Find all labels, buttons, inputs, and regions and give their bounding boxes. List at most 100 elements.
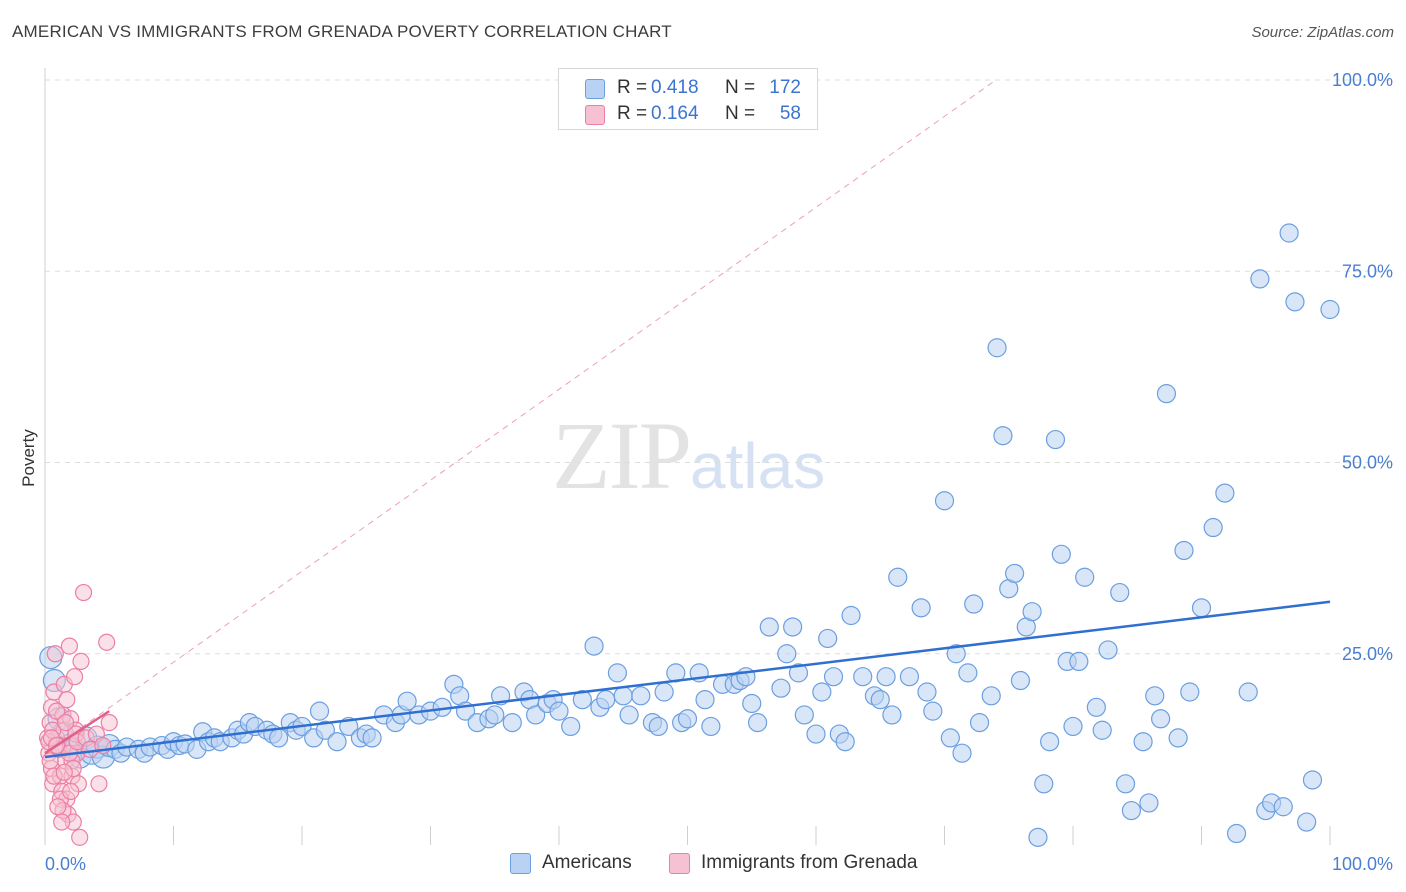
grenada-point <box>60 637 79 655</box>
legend-r-label: R = <box>617 103 648 124</box>
americans-point <box>607 663 628 683</box>
americans-point <box>1028 827 1048 847</box>
americans-point <box>876 667 896 687</box>
americans-point <box>1297 812 1317 832</box>
legend-swatch-americans <box>585 79 605 99</box>
americans-point <box>1302 770 1323 790</box>
legend-r-label: R = <box>617 77 648 98</box>
legend-r-value: 0.418 <box>651 77 699 98</box>
americans-point <box>1203 517 1223 538</box>
americans-point <box>269 728 289 748</box>
grenada-point <box>62 782 80 801</box>
americans-point <box>1156 384 1177 404</box>
americans-point <box>981 686 1001 706</box>
americans-point <box>1320 299 1340 320</box>
americans-point <box>309 701 330 721</box>
americans-point <box>584 636 604 656</box>
y-tick-label: 100.0% <box>1332 70 1393 90</box>
americans-point <box>835 732 855 752</box>
grenada-swatch <box>669 853 690 874</box>
americans-point <box>923 701 943 721</box>
americans-point <box>1180 682 1200 702</box>
americans-point <box>648 716 668 737</box>
americans-point <box>1121 800 1142 821</box>
americans-point <box>870 690 890 710</box>
americans-point <box>526 705 546 725</box>
grenada-point <box>65 668 84 686</box>
americans-point <box>1075 567 1095 587</box>
grid-lines <box>45 79 1395 655</box>
x-tick-label: 0.0% <box>45 854 86 874</box>
legend-n-label: N = <box>725 103 756 124</box>
americans-point <box>853 667 873 687</box>
legend-row-grenada: R = 0.164 N = 58 <box>559 101 817 127</box>
americans-point <box>917 682 937 702</box>
americans-point <box>631 686 651 706</box>
americans-point <box>1279 223 1299 243</box>
grenada-point <box>72 652 90 671</box>
legend-n-value: 58 <box>779 103 801 124</box>
americans-points <box>39 223 1340 847</box>
americans-trend-line <box>44 600 1331 759</box>
americans-point <box>485 705 505 725</box>
americans-point <box>327 732 347 752</box>
legend-n-value: 172 <box>769 77 801 98</box>
americans-point <box>397 691 417 711</box>
americans-point <box>1250 269 1270 289</box>
americans-point <box>1191 598 1212 618</box>
americans-point <box>1168 728 1188 748</box>
americans-point <box>362 728 382 748</box>
americans-point <box>771 678 791 698</box>
americans-trend <box>44 600 1331 759</box>
americans-point <box>1010 670 1031 691</box>
americans-point <box>701 716 721 737</box>
americans-point <box>1238 682 1258 702</box>
x-tick-label: 100.0% <box>1332 854 1393 874</box>
americans-point <box>1086 697 1106 717</box>
americans-point <box>812 682 832 702</box>
americans-point <box>1285 292 1305 312</box>
americans-point <box>1133 732 1153 752</box>
americans-point <box>958 663 978 683</box>
americans-point <box>794 705 814 725</box>
grenada-trend-extended <box>44 79 997 754</box>
grenada-points <box>38 583 118 846</box>
americans-point <box>1115 774 1136 794</box>
legend-row-americans: R = 0.418 N = 172 <box>559 75 817 101</box>
watermark: ZIPatlas <box>552 400 825 511</box>
legend-r-value: 0.164 <box>651 103 699 124</box>
americans-point <box>806 724 826 744</box>
americans-point <box>1110 582 1130 603</box>
axes <box>44 68 1331 845</box>
americans-label: Americans <box>542 852 632 873</box>
watermark-zip: ZIP <box>552 402 692 509</box>
americans-point <box>1174 540 1194 561</box>
americans-point <box>783 617 803 637</box>
grenada-trend-line <box>44 710 110 755</box>
chart-title: AMERICAN VS IMMIGRANTS FROM GRENADA POVE… <box>12 22 672 41</box>
source-label: Source: ZipAtlas.com <box>1251 24 1394 41</box>
americans-point <box>1022 602 1042 622</box>
grenada-point <box>53 813 71 831</box>
americans-point <box>1098 640 1118 660</box>
americans-point <box>502 712 522 733</box>
americans-point <box>1034 774 1054 794</box>
americans-point <box>1040 732 1060 752</box>
grenada-point <box>58 691 76 709</box>
y-tick-label: 25.0% <box>1342 644 1393 664</box>
americans-point <box>695 690 715 710</box>
americans-point <box>1273 797 1293 817</box>
americans-point <box>742 693 762 714</box>
grenada-point <box>98 633 116 651</box>
watermark-atlas: atlas <box>690 430 826 502</box>
americans-point <box>1051 544 1071 564</box>
americans-point <box>841 605 861 626</box>
americans-point <box>888 567 908 587</box>
americans-point <box>911 598 931 618</box>
americans-point <box>1004 563 1025 584</box>
americans-point <box>561 716 581 737</box>
americans-point <box>1045 429 1066 450</box>
americans-point <box>613 686 633 706</box>
americans-point <box>987 338 1007 358</box>
